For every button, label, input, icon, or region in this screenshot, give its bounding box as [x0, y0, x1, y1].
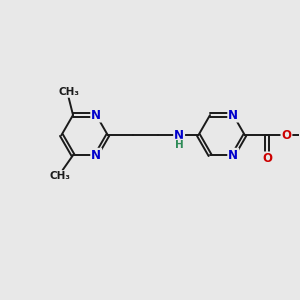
- Text: O: O: [262, 152, 272, 165]
- Text: N: N: [91, 149, 101, 162]
- Text: N: N: [174, 129, 184, 142]
- Text: CH₃: CH₃: [49, 171, 70, 181]
- Text: CH₃: CH₃: [58, 87, 79, 97]
- Text: H: H: [175, 140, 184, 150]
- Text: N: N: [91, 109, 101, 122]
- Text: O: O: [281, 129, 291, 142]
- Text: N: N: [228, 149, 238, 162]
- Text: N: N: [228, 109, 238, 122]
